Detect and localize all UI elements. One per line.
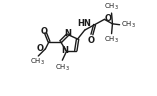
Text: CH$_3$: CH$_3$ [104,35,119,45]
Text: CH$_3$: CH$_3$ [30,57,45,67]
Text: O: O [88,36,95,45]
Text: O: O [37,44,44,53]
Text: CH$_3$: CH$_3$ [104,2,119,12]
Text: O: O [41,27,48,36]
Text: CH$_3$: CH$_3$ [55,63,70,73]
Text: HN: HN [77,19,91,28]
Text: CH$_3$: CH$_3$ [121,20,135,30]
Text: N: N [61,46,68,55]
Text: O: O [105,14,112,22]
Text: N: N [64,29,71,38]
